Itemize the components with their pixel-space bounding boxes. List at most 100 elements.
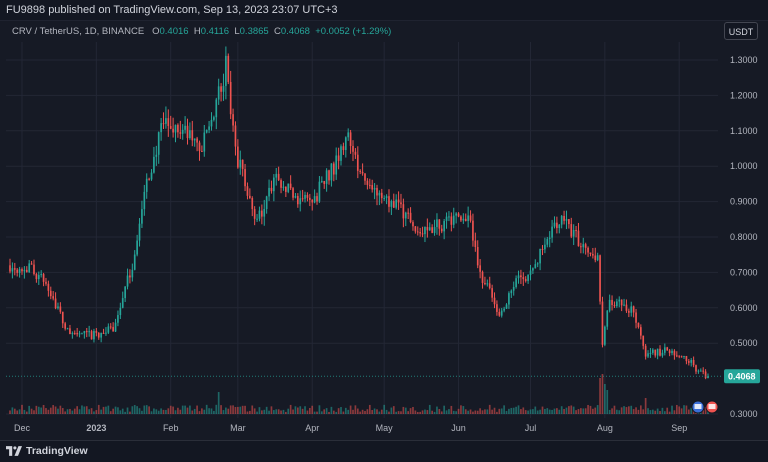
candle-down — [191, 130, 194, 141]
candle-up — [539, 249, 541, 264]
volume-bar — [143, 405, 146, 414]
volume-bar — [491, 409, 493, 414]
change-value: +0.0052 (+1.29%) — [315, 26, 392, 37]
volume-bar — [587, 404, 589, 414]
candle-down — [349, 132, 352, 146]
candle-up — [424, 226, 426, 235]
candle-up — [141, 209, 143, 224]
candle-down — [704, 371, 707, 379]
close-value: 0.4068 — [280, 26, 310, 37]
volume-bar — [467, 410, 469, 414]
candle-up — [325, 170, 328, 184]
volume-bar — [474, 410, 477, 414]
volume-bar — [572, 406, 575, 414]
volume-bar — [580, 408, 582, 414]
volume-bar — [644, 398, 647, 414]
candle-down — [469, 215, 472, 221]
candle-down — [73, 333, 76, 335]
volume-bar — [421, 410, 424, 414]
volume-bar — [23, 409, 26, 414]
volume-bar — [117, 407, 119, 414]
candle-up — [114, 322, 117, 332]
volume-bar — [69, 408, 71, 414]
volume-bar — [407, 411, 410, 414]
volume-bar — [342, 411, 345, 414]
candle-up — [378, 192, 381, 196]
candle-up — [208, 126, 210, 130]
volume-bar — [107, 405, 110, 414]
volume-bar — [356, 408, 359, 414]
candle-down — [25, 269, 28, 272]
volume-bar — [155, 409, 158, 414]
candle-down — [45, 281, 47, 284]
candle-up — [608, 299, 611, 311]
candle-up — [383, 197, 386, 199]
volume-bar — [443, 405, 445, 414]
volume-bar — [203, 409, 206, 414]
candle-down — [376, 187, 378, 196]
time-tick-label: Jul — [525, 423, 537, 433]
candle-up — [663, 347, 666, 353]
volume-bar — [61, 408, 64, 414]
candle-up — [647, 353, 649, 357]
candle-down — [109, 326, 112, 328]
candle-up — [256, 218, 258, 220]
volume-bar — [213, 410, 215, 414]
volume-bar — [659, 411, 661, 414]
currency-button[interactable]: USDT — [724, 22, 758, 40]
candle-up — [551, 226, 553, 238]
volume-bar — [378, 411, 381, 414]
candle-up — [145, 178, 148, 192]
volume-bar — [508, 408, 510, 414]
candle-up — [304, 194, 306, 199]
volume-bar — [186, 407, 189, 414]
candle-down — [270, 187, 273, 192]
candle-up — [428, 227, 431, 231]
volume-bar — [157, 410, 160, 414]
volume-bar — [563, 409, 565, 414]
candle-down — [167, 118, 170, 126]
candle-down — [570, 224, 573, 237]
volume-bar — [618, 410, 621, 414]
volume-bar — [606, 390, 609, 414]
volume-bar — [215, 404, 218, 414]
candle-up — [462, 218, 465, 221]
volume-bar — [225, 407, 227, 414]
candle-down — [577, 230, 580, 247]
volume-bar — [347, 409, 350, 414]
volume-bar — [496, 411, 498, 414]
volume-bar — [481, 410, 484, 414]
candle-down — [90, 331, 93, 340]
volume-bar — [666, 407, 669, 414]
volume-bar — [376, 409, 378, 414]
candle-down — [129, 275, 131, 278]
candle-down — [289, 183, 292, 189]
price-tick-label: 0.6000 — [730, 303, 758, 313]
candle-down — [580, 246, 582, 248]
candle-up — [23, 269, 26, 272]
candle-up — [395, 199, 398, 208]
candle-up — [40, 274, 43, 276]
volume-bar — [568, 406, 570, 414]
candle-up — [699, 370, 702, 372]
candle-up — [210, 119, 213, 127]
time-tick-label: Aug — [597, 423, 613, 433]
candle-down — [541, 249, 544, 251]
volume-bar — [479, 408, 481, 414]
tradingview-logo[interactable]: TradingView — [6, 445, 88, 457]
volume-bar — [527, 410, 529, 414]
price-chart[interactable]: 1.3000 1.2000 1.1000 1.0000 0.9000 0.8000 0.70… — [0, 0, 768, 440]
volume-bar — [500, 408, 503, 414]
candle-up — [66, 328, 69, 330]
volume-bar — [464, 409, 467, 414]
candle-up — [83, 331, 86, 334]
candle-down — [407, 212, 410, 214]
volume-bar — [227, 408, 230, 414]
volume-bar — [289, 404, 292, 414]
candle-down — [308, 197, 311, 200]
volume-bar — [335, 411, 338, 414]
candle-up — [651, 349, 654, 353]
candle-up — [404, 212, 407, 219]
volume-bar — [16, 410, 19, 414]
candle-down — [285, 186, 287, 192]
